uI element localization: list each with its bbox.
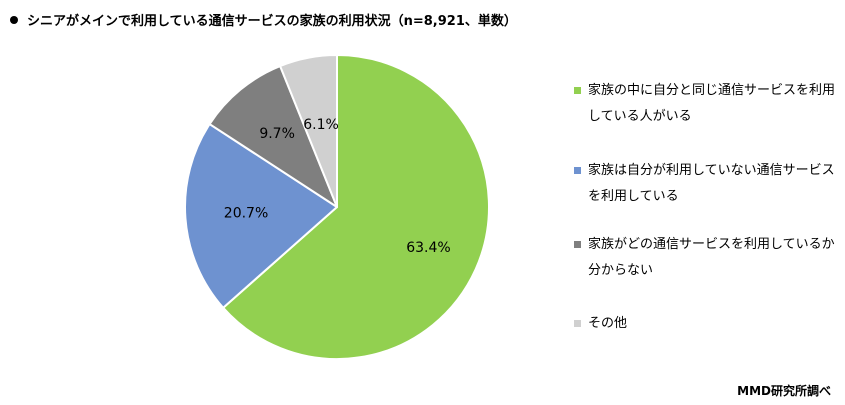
pie-slice-same-service	[222, 54, 490, 360]
legend-swatch-same-service	[574, 87, 581, 94]
pie-slice-other	[279, 54, 338, 208]
legend-label-other-service: 家族は自分が利用していない通信サービスを利用している	[588, 163, 835, 204]
legend-item-other: その他	[574, 311, 836, 337]
legend-label-other: その他	[588, 316, 628, 331]
chart-title: シニアがメインで利用している通信サービスの家族の利用状況（n=8,921、単数）	[10, 10, 517, 29]
legend-swatch-other	[574, 320, 581, 327]
data-label-other-service: 20.7%	[224, 206, 268, 222]
legend-item-other-service: 家族は自分が利用していない通信サービスを利用している	[574, 158, 836, 210]
legend-swatch-other-service	[574, 167, 581, 174]
legend-label-unknown: 家族がどの通信サービスを利用しているか分からない	[588, 237, 835, 278]
chart-title-text: シニアがメインで利用している通信サービスの家族の利用状況（n=8,921、単数）	[27, 14, 517, 29]
legend-label-same-service: 家族の中に自分と同じ通信サービスを利用している人がいる	[588, 83, 836, 124]
pie-slice-unknown	[208, 65, 338, 208]
data-label-unknown: 9.7%	[259, 126, 295, 142]
data-label-same-service: 63.4%	[406, 240, 450, 256]
data-label-other: 6.1%	[303, 117, 339, 133]
pie-slice-other-service	[184, 123, 338, 309]
legend-swatch-unknown	[574, 241, 581, 248]
title-bullet-icon	[10, 15, 18, 24]
legend-item-unknown: 家族がどの通信サービスを利用しているか分からない	[574, 232, 836, 284]
source-note: MMD研究所調べ	[737, 384, 831, 398]
legend-item-same-service: 家族の中に自分と同じ通信サービスを利用している人がいる	[574, 78, 836, 130]
